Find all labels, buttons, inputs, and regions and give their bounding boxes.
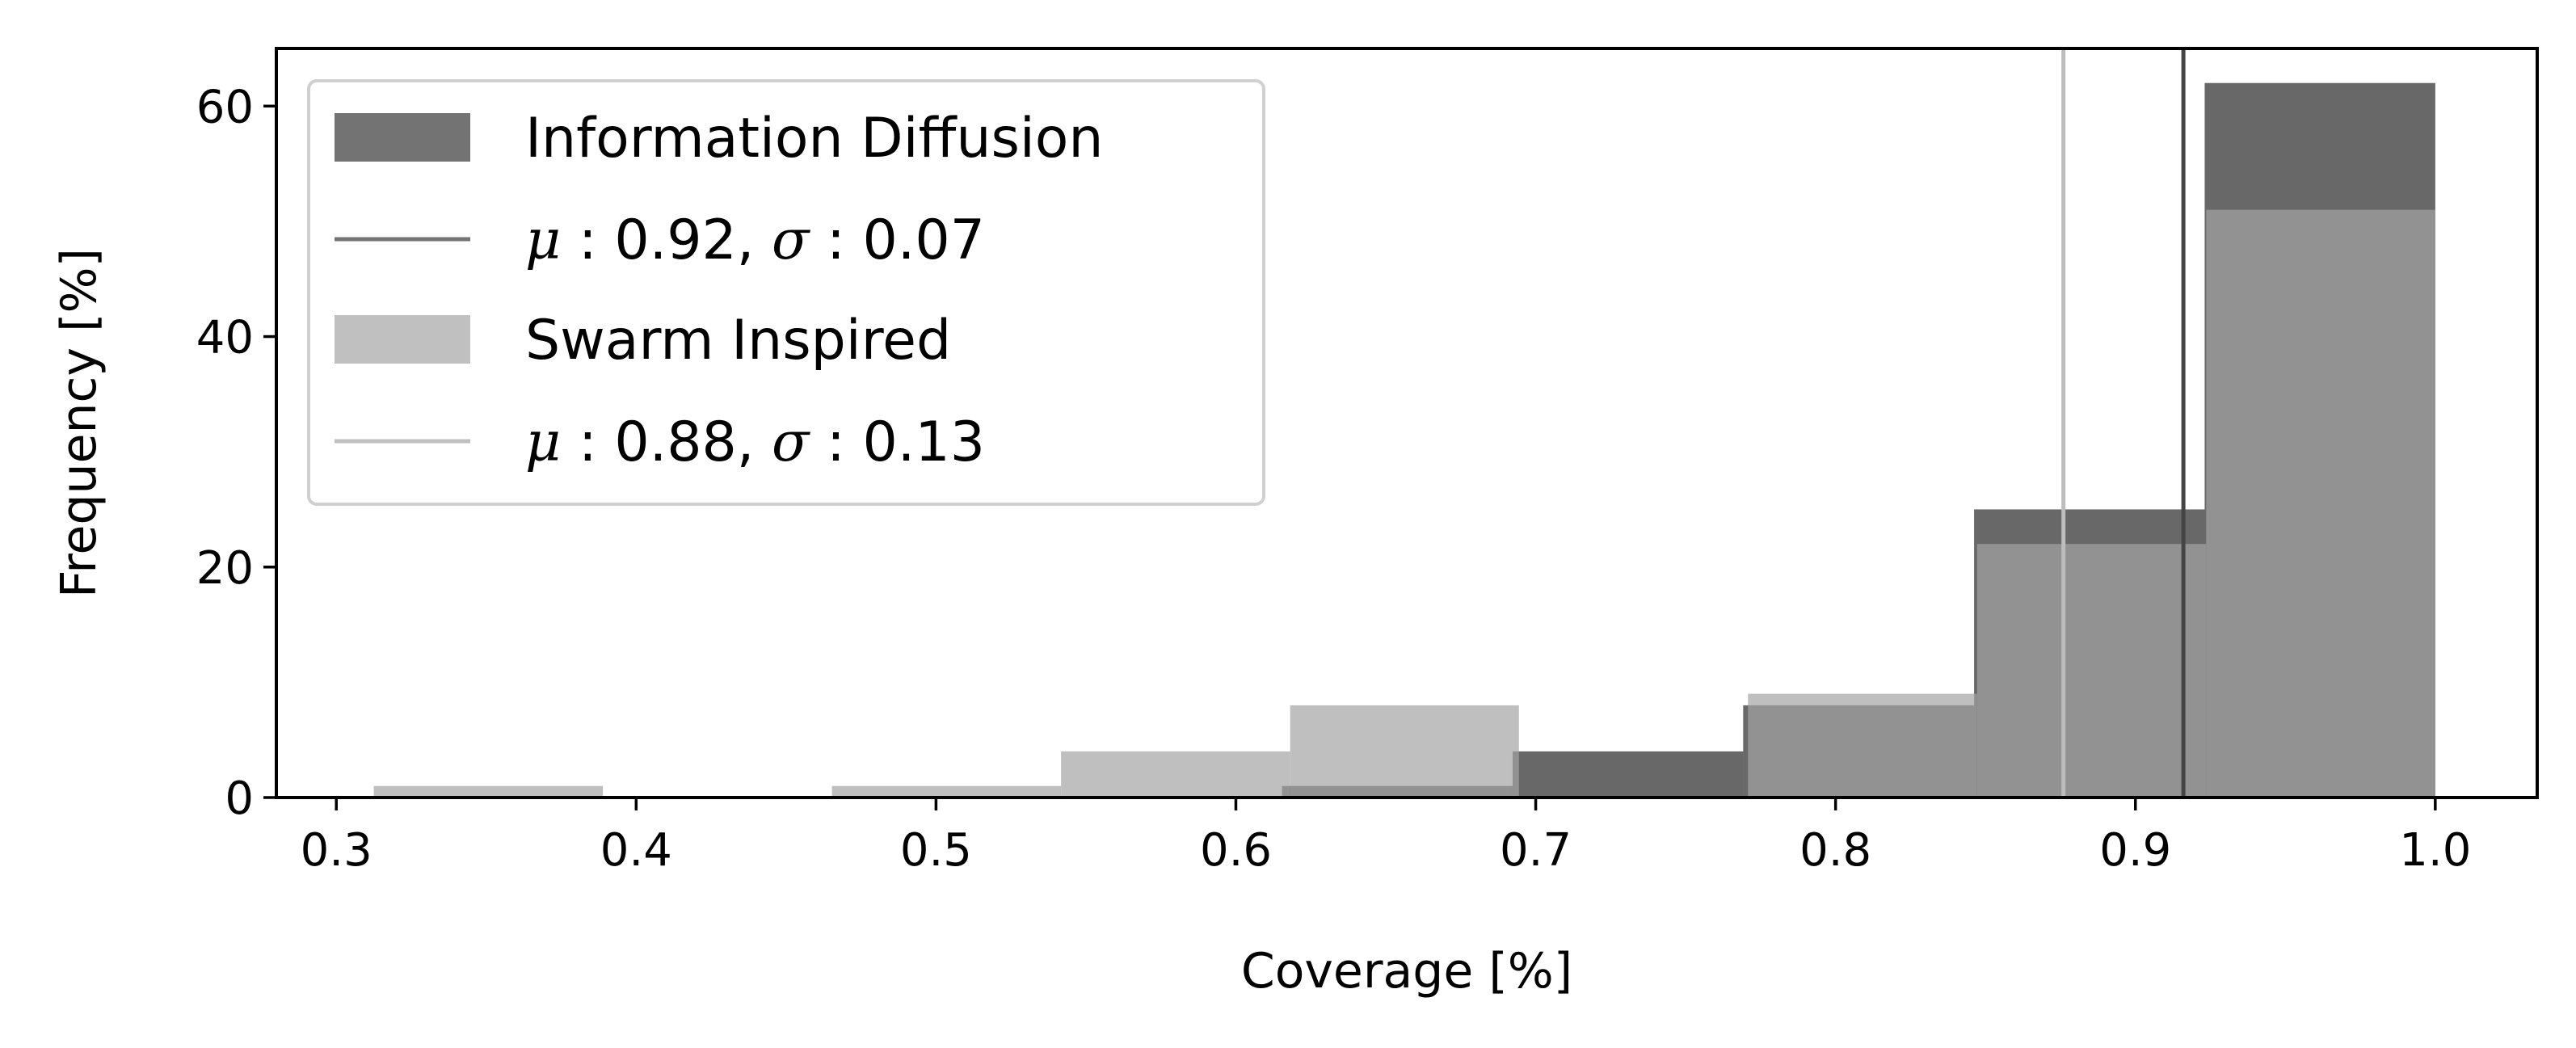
y-axis-title: Frequency [%] xyxy=(51,248,107,598)
series-swarm-inspired xyxy=(373,209,2435,798)
x-tick-label: 0.6 xyxy=(1200,824,1272,877)
legend-box xyxy=(307,79,1265,506)
x-tick-label: 0.5 xyxy=(900,824,972,877)
axes-frame xyxy=(275,47,2539,799)
x-axis: 0.3 0.4 0.5 0.6 0.7 0.8 0.9 1.0 xyxy=(301,798,2471,877)
series-information-diffusion-overlay xyxy=(1282,82,2435,798)
y-axis: 0 20 40 60 xyxy=(196,81,276,825)
legend-label: Information Diffusion xyxy=(525,107,1103,170)
x-tick-label: 0.8 xyxy=(1799,824,1871,877)
histogram-bar xyxy=(2206,209,2435,798)
y-tick-label: 40 xyxy=(196,312,254,364)
x-tick-label: 0.7 xyxy=(1500,824,1572,877)
plot-area xyxy=(373,48,2435,798)
histogram-bar-overlay xyxy=(2204,82,2435,798)
histogram-bar xyxy=(1976,544,2207,798)
histogram-bar-overlay xyxy=(1743,705,1975,798)
histogram-bar xyxy=(1512,751,1744,798)
legend-swatch xyxy=(335,113,470,162)
y-tick-label: 0 xyxy=(225,772,254,825)
histogram-bar xyxy=(373,785,604,798)
legend-swatch xyxy=(335,315,470,364)
histogram-bar-overlay xyxy=(1282,785,1513,798)
legend: Information Diffusion μ : 0.92, σ : 0.07 S… xyxy=(307,79,1265,506)
histogram-bar xyxy=(1748,693,1977,798)
y-tick-label: 60 xyxy=(196,81,254,133)
histogram-bar xyxy=(831,785,1062,798)
x-axis-title: Coverage [%] xyxy=(1241,943,1572,1000)
y-tick-label: 20 xyxy=(196,542,254,595)
x-tick-label: 0.9 xyxy=(2099,824,2171,877)
x-tick-label: 0.4 xyxy=(600,824,672,877)
x-tick-label: 0.3 xyxy=(301,824,373,877)
legend-label: Swarm Inspired xyxy=(525,309,951,372)
histogram-bar-overlay xyxy=(1512,751,1744,798)
x-tick-label: 1.0 xyxy=(2399,824,2471,877)
histogram-bar xyxy=(1061,751,1290,798)
legend-label: μ : 0.88, σ : 0.13 xyxy=(525,410,985,474)
histogram-bar-overlay xyxy=(1974,509,2205,798)
histogram-bar xyxy=(1290,705,1519,798)
legend-label: μ : 0.92, σ : 0.07 xyxy=(525,208,985,272)
